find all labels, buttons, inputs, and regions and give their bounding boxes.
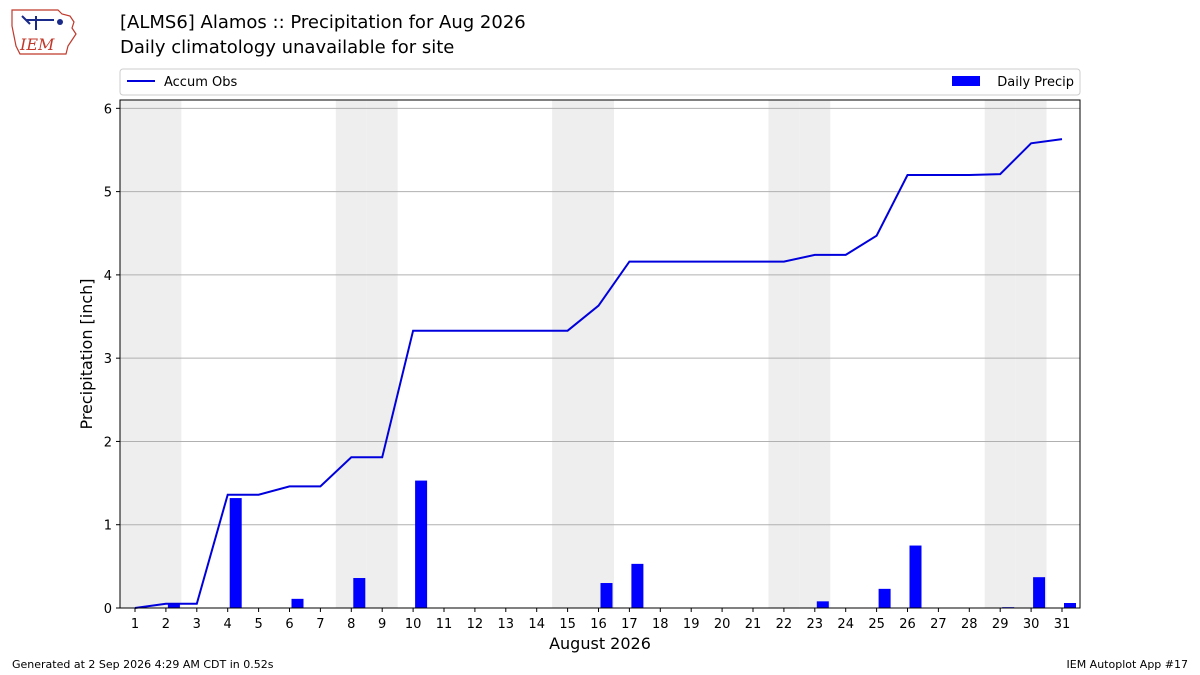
x-tick-label-5: 5 [254,617,262,632]
x-tick-label-19: 19 [683,617,700,632]
daily-precip-bar-day-6 [291,598,304,608]
x-tick-label-8: 8 [347,617,355,632]
y-axis-label: Precipitation [inch] [77,278,96,429]
x-tick-label-23: 23 [807,617,824,632]
app-footer: IEM Autoplot App #17 [1066,658,1189,671]
weekend-shade-day-1 [119,100,151,608]
y-tick-label-6: 6 [104,102,112,117]
iem-logo: IEM [11,9,77,55]
x-tick-label-12: 12 [467,617,484,632]
x-tick-label-30: 30 [1023,617,1040,632]
x-tick-label-10: 10 [405,617,422,632]
weekend-shade-day-23 [799,100,831,608]
daily-precip-bar-day-31 [1064,603,1076,608]
x-tick-label-26: 26 [899,617,916,632]
daily-precip-bar-day-4 [229,498,242,608]
x-tick-label-17: 17 [621,617,638,632]
x-tick-label-13: 13 [498,617,515,632]
x-tick-label-11: 11 [436,617,453,632]
y-tick-label-2: 2 [104,435,112,450]
weekend-shade-day-8 [335,100,367,608]
x-tick-label-7: 7 [316,617,324,632]
accum-obs-line [134,138,1063,609]
x-tick-label-9: 9 [378,617,386,632]
weekend-shade-day-15 [552,100,584,608]
daily-precip-bar-day-16 [600,583,613,608]
legend-accum-label: Accum Obs [164,75,237,90]
weekend-shade-day-2 [150,100,182,608]
y-tick-label-0: 0 [104,602,112,617]
x-tick-label-21: 21 [745,617,762,632]
x-tick-label-4: 4 [224,617,232,632]
legend-box [119,68,1081,96]
x-tick-label-28: 28 [961,617,978,632]
logo-text: IEM [19,35,55,54]
daily-precip-bar-day-10 [415,480,428,608]
x-tick-label-25: 25 [868,617,885,632]
daily-precip-bar-day-25 [878,588,891,608]
y-tick-label-4: 4 [104,269,112,284]
legend-daily-label: Daily Precip [997,75,1074,90]
x-tick-label-27: 27 [930,617,947,632]
x-axis-label: August 2026 [549,634,651,653]
plot-frame [119,99,1081,609]
daily-precip-bar-day-30 [1033,577,1046,608]
x-tick-label-22: 22 [776,617,793,632]
x-tick-label-6: 6 [285,617,293,632]
x-tick-label-16: 16 [590,617,607,632]
legend-daily-swatch [952,76,980,86]
weekend-shade-day-16 [583,100,614,608]
y-tick-label-1: 1 [104,519,112,534]
x-tick-label-31: 31 [1054,617,1071,632]
daily-precip-bar-day-2 [167,603,180,608]
x-tick-label-29: 29 [992,617,1009,632]
weekend-shade-day-9 [366,100,398,608]
weekend-shade-day-30 [1015,100,1047,608]
x-tick-label-14: 14 [528,617,545,632]
weekend-shade-day-22 [768,100,800,608]
x-tick-label-2: 2 [162,617,170,632]
x-tick-label-3: 3 [193,617,201,632]
y-tick-label-3: 3 [104,352,112,367]
daily-precip-bar-day-17 [631,563,644,608]
y-tick-label-5: 5 [104,186,112,201]
x-tick-label-20: 20 [714,617,731,632]
x-tick-label-1: 1 [131,617,139,632]
generated-footer: Generated at 2 Sep 2026 4:29 AM CDT in 0… [12,658,274,671]
x-tick-label-15: 15 [559,617,576,632]
x-tick-label-18: 18 [652,617,669,632]
daily-precip-bar-day-23 [816,601,829,608]
chart-subtitle: Daily climatology unavailable for site [120,37,455,58]
daily-precip-bar-day-26 [909,545,922,608]
chart-title: [ALMS6] Alamos :: Precipitation for Aug … [120,12,526,33]
daily-precip-bar-day-8 [353,578,366,608]
weekend-shade-day-29 [984,100,1016,608]
x-tick-label-24: 24 [837,617,854,632]
